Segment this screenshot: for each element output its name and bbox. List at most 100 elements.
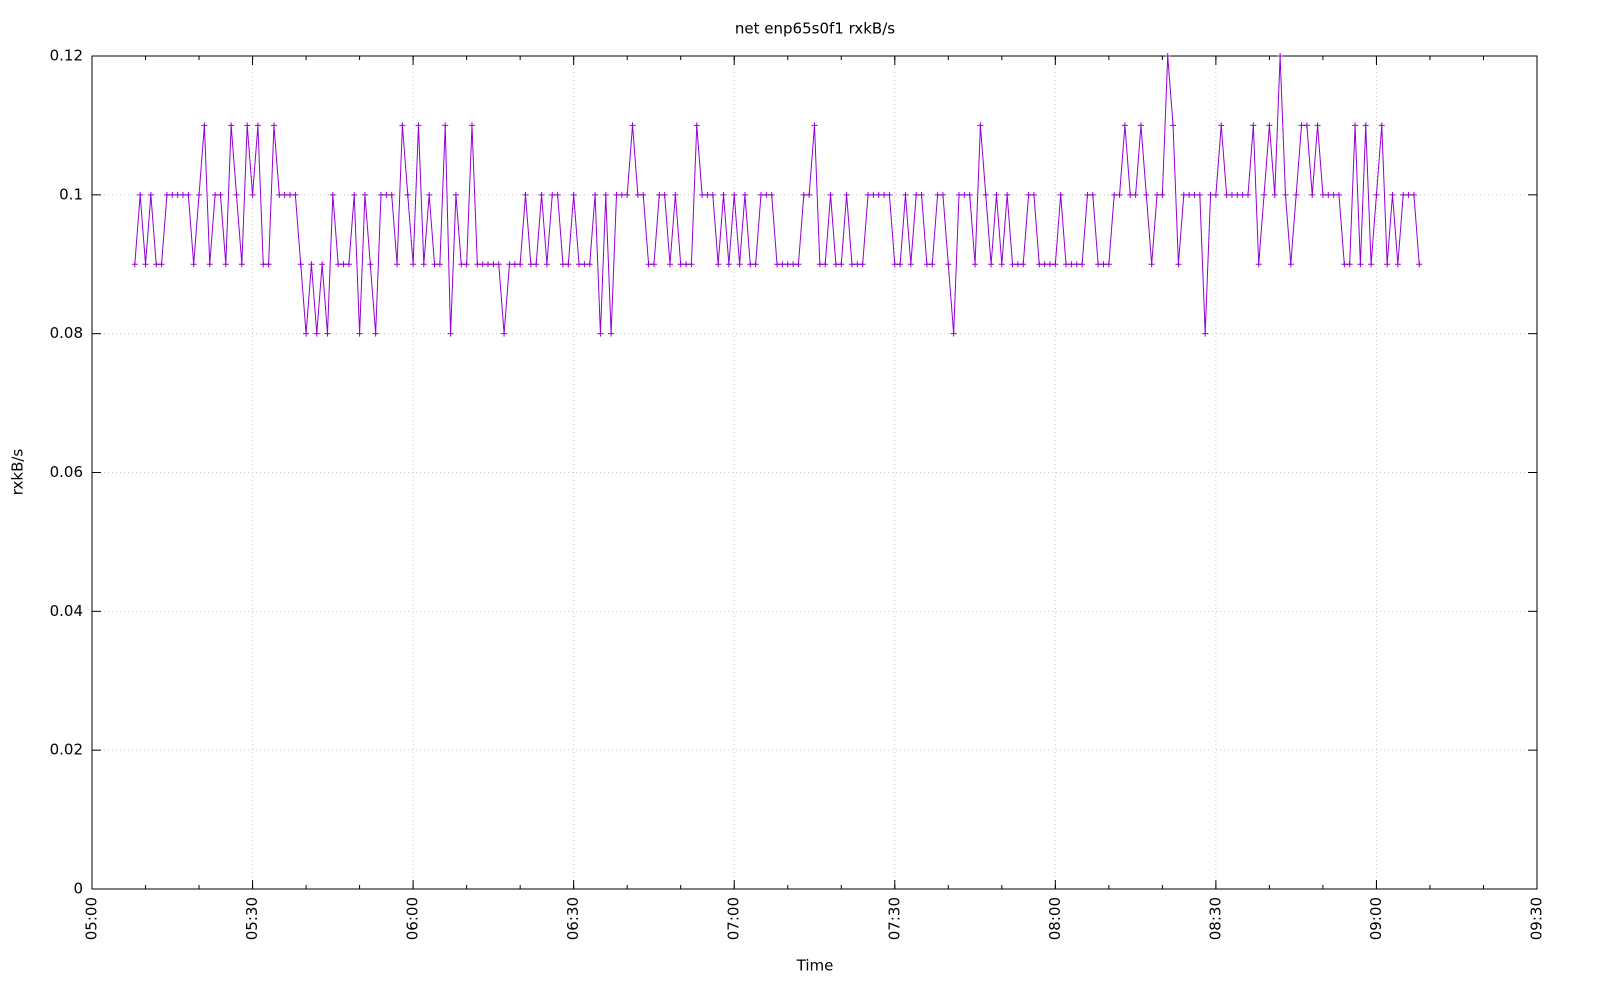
point [517,261,524,268]
point [1180,191,1187,198]
point [1330,191,1337,198]
point [549,191,556,198]
point [335,261,342,268]
point [576,261,583,268]
point [1014,261,1021,268]
point [918,191,925,198]
point [768,191,775,198]
point [1084,191,1091,198]
point [1127,191,1134,198]
point [378,191,384,198]
point [1057,191,1064,198]
point [693,122,700,129]
point [501,330,508,337]
point [1164,53,1171,59]
point [185,191,192,198]
point [1245,191,1251,198]
point [988,261,995,268]
point [1410,191,1417,198]
chart-title: net enp65s0f1 rxkB/s [735,20,895,38]
point [741,191,748,198]
point [650,261,657,268]
point [485,261,492,268]
point [688,261,695,268]
point [667,261,673,268]
point [1239,191,1246,198]
point [865,191,872,198]
point [1228,191,1235,198]
point [934,191,941,198]
point [228,122,235,129]
point [404,191,411,198]
point [886,191,893,198]
point [276,191,283,198]
point [1068,261,1075,268]
point [1303,122,1310,129]
point [774,261,781,268]
point [1025,191,1032,198]
point [1132,191,1139,198]
point [1052,261,1059,268]
point [452,191,459,198]
point [260,261,267,268]
point [757,191,764,198]
point [832,261,839,268]
point [913,191,920,198]
point [624,191,631,198]
point [458,261,465,268]
point [629,122,636,129]
point [1020,261,1027,268]
point [1116,191,1123,198]
point [426,191,433,198]
plot-frame [91,55,1538,890]
point [1250,122,1257,129]
point [736,261,743,268]
point [292,191,299,198]
point [340,261,347,268]
point [725,261,732,268]
point [945,261,952,268]
point [324,330,331,337]
point [479,261,486,268]
point [1400,191,1407,198]
point [147,191,154,198]
point [131,261,138,268]
point [1352,122,1359,129]
point [495,261,502,268]
y-tick-label: 0.12 [50,47,83,65]
point [1325,191,1332,198]
point [206,261,213,268]
point [447,330,454,337]
point [1148,261,1155,268]
point [297,261,304,268]
point [511,261,518,268]
point [329,191,336,198]
point [399,122,406,129]
point [939,191,946,198]
point [929,261,936,268]
x-tick-label: 09:00 [1367,897,1385,940]
point [1079,261,1086,268]
x-tick-label: 05:30 [243,897,261,940]
point [731,191,738,198]
y-axis-label: rxkB/s [9,449,27,496]
point [613,191,620,198]
point [163,191,170,198]
point [1335,191,1342,198]
point [474,261,481,268]
point [1314,122,1321,129]
point [196,191,203,198]
point [784,261,791,268]
point [1030,191,1037,198]
x-tick-label: 09:30 [1528,897,1546,940]
point [859,261,866,268]
point [902,191,909,198]
point [634,191,641,198]
point [559,261,566,268]
point [897,261,904,268]
point [190,261,197,268]
x-axis-label: Time [796,957,834,975]
point [1063,261,1070,268]
point [586,261,593,268]
point [1207,191,1214,198]
